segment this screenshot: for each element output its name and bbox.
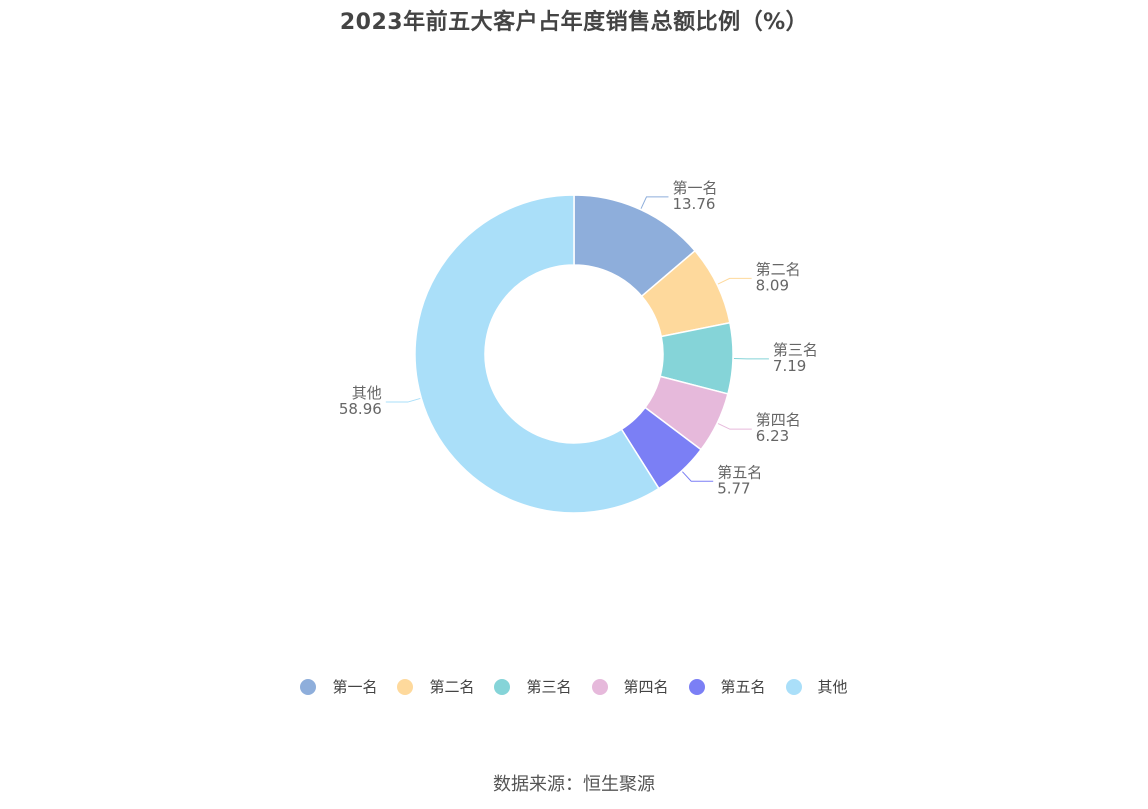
legend-label: 第二名 — [429, 678, 475, 696]
leader-line-4 — [717, 423, 752, 430]
slice-label-name-3: 第三名 — [773, 341, 818, 359]
legend-label: 第四名 — [623, 678, 669, 696]
slice-label-value-6: 58.96 — [339, 400, 382, 418]
chart-title: 2023年前五大客户占年度销售总额比例（%） — [339, 10, 809, 35]
leader-line-1 — [640, 196, 669, 209]
legend-marker-icon — [494, 678, 511, 695]
slice-label-name-6: 其他 — [352, 384, 382, 402]
slice-label-value-1: 13.76 — [672, 195, 715, 213]
legend-item-6[interactable]: 其他 — [785, 676, 848, 697]
legend-marker-icon — [397, 678, 414, 695]
legend-item-2[interactable]: 第二名 — [397, 676, 474, 697]
slice-label-name-1: 第一名 — [672, 179, 717, 197]
legend-label: 其他 — [817, 678, 848, 696]
slice-label-value-5: 5.77 — [717, 479, 750, 497]
leader-line-2 — [717, 277, 752, 285]
leader-line-5 — [682, 471, 714, 482]
legend-marker-icon — [300, 678, 317, 695]
leader-line-group — [385, 196, 769, 482]
legend-label: 第五名 — [720, 678, 766, 696]
legend-label: 第一名 — [332, 678, 378, 696]
slice-label-name-2: 第二名 — [756, 260, 801, 278]
slice-label-name-5: 第五名 — [717, 463, 762, 481]
source-note: 数据来源：恒生聚源 — [493, 774, 655, 795]
legend-marker-icon — [785, 678, 802, 695]
legend-item-3[interactable]: 第三名 — [494, 676, 572, 697]
slice-6[interactable] — [414, 194, 660, 514]
slice-label-value-3: 7.19 — [773, 357, 806, 375]
legend-item-5[interactable]: 第五名 — [688, 676, 766, 697]
leader-line-6 — [385, 397, 421, 403]
legend-item-1[interactable]: 第一名 — [300, 676, 377, 697]
slice-label-name-4: 第四名 — [756, 411, 801, 429]
slice-label-value-4: 6.23 — [756, 427, 789, 445]
slice-group — [414, 194, 734, 514]
legend-item-4[interactable]: 第四名 — [591, 676, 669, 697]
slice-label-value-2: 8.09 — [756, 276, 789, 294]
legend: 第一名 第二名 第三名 第四名 第五名 其他 — [0, 676, 1148, 697]
legend-marker-icon — [688, 678, 705, 695]
legend-label: 第三名 — [526, 678, 572, 696]
legend-marker-icon — [591, 678, 608, 695]
